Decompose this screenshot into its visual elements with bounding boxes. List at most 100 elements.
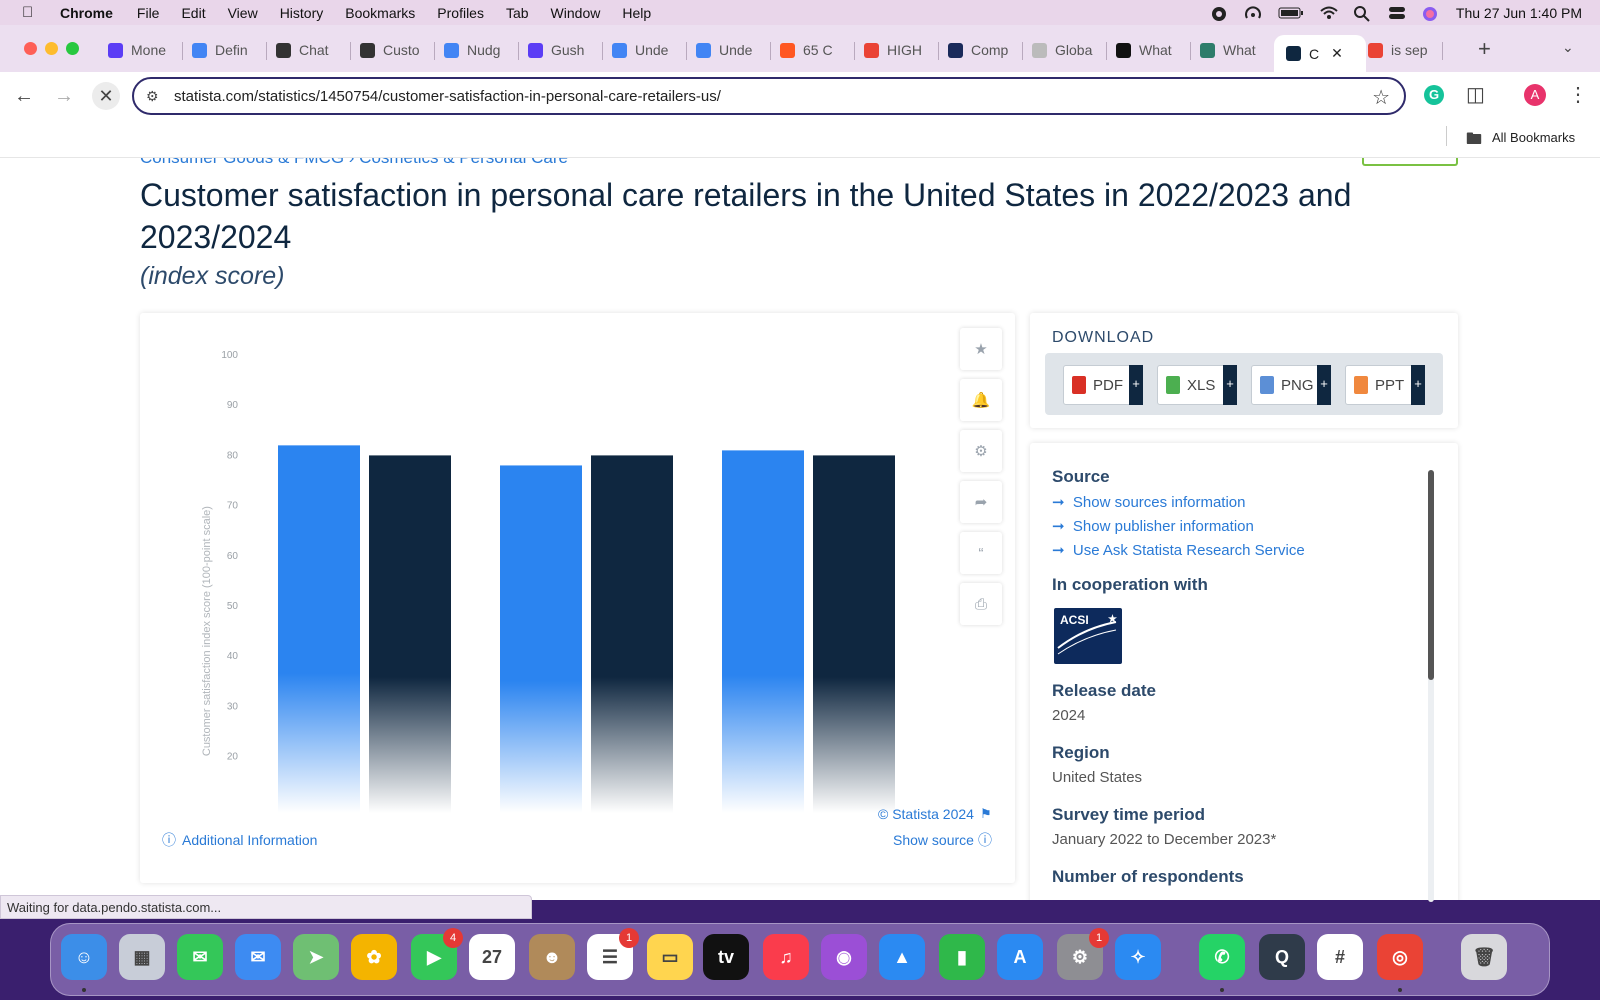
download-pdf-button[interactable]: PDF + (1063, 365, 1143, 405)
show-source-link[interactable]: Show source (893, 832, 974, 848)
dock-mail-icon[interactable]: ✉ (235, 934, 281, 980)
download-png-button[interactable]: PNG + (1251, 365, 1331, 405)
browser-tab[interactable]: Custo (360, 35, 424, 65)
bookmark-star-icon[interactable]: ☆ (1372, 87, 1390, 109)
share-button[interactable]: ➦ (960, 481, 1002, 523)
app-menu[interactable]: Chrome (60, 4, 113, 21)
browser-tab[interactable]: Chat (276, 35, 340, 65)
battery-icon[interactable] (1278, 6, 1304, 20)
menu-help[interactable]: Help (622, 4, 652, 21)
browser-tab[interactable]: Gush (528, 35, 592, 65)
ask-statista-link[interactable]: ➞ Use Ask Statista Research Service (1052, 542, 1305, 559)
minimize-window-button[interactable] (45, 42, 58, 55)
spotlight-search-icon[interactable] (1353, 5, 1372, 22)
browser-tab[interactable]: Nudg (444, 35, 508, 65)
dock-chrome-icon[interactable]: ◎ (1377, 934, 1423, 980)
menu-file[interactable]: File (136, 4, 160, 21)
info-circle-icon[interactable]: ⓘ (978, 832, 992, 848)
browser-tab[interactable]: What (1200, 35, 1264, 65)
forward-button[interactable]: → (54, 85, 74, 107)
maximize-window-button[interactable] (66, 42, 79, 55)
menu-tab[interactable]: Tab (505, 4, 529, 21)
chart-bar-series2-3[interactable] (813, 455, 895, 813)
tab-search-chevron-icon[interactable]: ⌄ (1562, 39, 1574, 55)
show-publisher-link[interactable]: ➞ Show publisher information (1052, 518, 1254, 535)
download-ppt-button[interactable]: PPT + (1345, 365, 1425, 405)
site-settings-icon[interactable]: ⚙ (146, 88, 159, 104)
dock-photos-icon[interactable]: ✿ (351, 934, 397, 980)
menu-history[interactable]: History (279, 4, 324, 21)
chart-bar-series1-1[interactable] (278, 445, 360, 813)
dock-messages-icon[interactable]: ✉ (177, 934, 223, 980)
stop-loading-button[interactable]: ✕ (92, 82, 120, 110)
dock-finder-icon[interactable]: ☺ (61, 934, 107, 980)
plus-icon[interactable]: + (1129, 365, 1143, 405)
dock-quicktime-icon[interactable]: Q (1259, 934, 1305, 980)
dock-numbers-icon[interactable]: ▮ (939, 934, 985, 980)
chart-bar-series1-3[interactable] (722, 450, 804, 813)
dock-notes-icon[interactable]: ▭ (647, 934, 693, 980)
close-window-button[interactable] (24, 42, 37, 55)
close-tab-icon[interactable]: ✕ (1331, 45, 1343, 61)
plus-icon[interactable]: + (1223, 365, 1237, 405)
dock-safari-icon[interactable]: ✧ (1115, 934, 1161, 980)
new-tab-button[interactable]: + (1478, 36, 1491, 61)
dock-contacts-icon[interactable]: ☻ (529, 934, 575, 980)
dock-maps-icon[interactable]: ➤ (293, 934, 339, 980)
breadcrumb[interactable]: Consumer Goods & FMCG › Cosmetics & Pers… (140, 158, 568, 168)
favorite-star-button[interactable]: ★ (960, 328, 1002, 370)
browser-tab[interactable]: is sep (1368, 35, 1432, 65)
copyright-link[interactable]: © Statista 2024 (878, 806, 974, 822)
chart-bar-series2-1[interactable] (369, 455, 451, 813)
dock-reminders-icon[interactable]: ☰ 1 (587, 928, 639, 980)
dock-launchpad-icon[interactable]: ▦ (119, 934, 165, 980)
dock-app-store-icon[interactable]: A (997, 934, 1043, 980)
menubar-clock[interactable]: Thu 27 Jun 1:40 PM (1455, 4, 1582, 21)
menu-view[interactable]: View (227, 4, 258, 21)
browser-tab[interactable]: Comp (948, 35, 1012, 65)
dock-system-settings-icon[interactable]: ⚙ 1 (1057, 928, 1109, 980)
dock-apple-tv-icon[interactable]: tv (703, 934, 749, 980)
browser-tab[interactable]: Defin (192, 35, 256, 65)
airdrop-icon[interactable] (1244, 5, 1262, 20)
dock-whatsapp-icon[interactable]: ✆ (1199, 934, 1245, 980)
grammarly-extension-icon[interactable]: G (1424, 85, 1444, 105)
acsi-logo[interactable]: ACSI ★ (1054, 608, 1122, 664)
download-xls-button[interactable]: XLS + (1157, 365, 1237, 405)
control-center-icon[interactable] (1388, 6, 1406, 20)
browser-tab[interactable]: Globa (1032, 35, 1096, 65)
browser-tab[interactable]: Mone (108, 35, 172, 65)
info-scrollbar-track[interactable] (1428, 470, 1434, 902)
profile-avatar[interactable]: A (1524, 84, 1546, 106)
browser-tab[interactable]: Unde (612, 35, 676, 65)
flag-icon[interactable]: ⚑ (980, 806, 992, 821)
browser-tab[interactable]: HIGH (864, 35, 928, 65)
browser-tab[interactable]: 65 C (780, 35, 844, 65)
menu-edit[interactable]: Edit (181, 4, 206, 21)
all-bookmarks-button[interactable]: All Bookmarks (1492, 130, 1576, 145)
browser-tab[interactable]: Unde (696, 35, 760, 65)
wifi-icon[interactable] (1320, 6, 1338, 20)
plus-icon[interactable]: + (1411, 365, 1425, 405)
dock-slack-icon[interactable]: # (1317, 934, 1363, 980)
dock-facetime-icon[interactable]: ▶ 4 (411, 928, 463, 980)
address-bar[interactable]: ⚙ statista.com/statistics/1450754/custom… (132, 77, 1406, 115)
menu-profiles[interactable]: Profiles (437, 4, 484, 21)
show-sources-link[interactable]: ➞ Show sources information (1052, 494, 1246, 511)
settings-button[interactable]: ⚙ (960, 430, 1002, 472)
back-button[interactable]: ← (14, 85, 34, 107)
status-circle-icon[interactable] (1210, 6, 1228, 21)
menu-bookmarks[interactable]: Bookmarks (345, 4, 416, 21)
header-button-fragment[interactable] (1362, 158, 1458, 166)
plus-icon[interactable]: + (1317, 365, 1331, 405)
notification-button[interactable]: 🔔 (960, 379, 1002, 421)
extensions-puzzle-icon[interactable]: ◫ (1466, 84, 1485, 106)
info-scrollbar-thumb[interactable] (1428, 470, 1434, 680)
browser-tab[interactable]: What (1116, 35, 1180, 65)
dock-trash-icon[interactable]: 🗑 (1461, 934, 1507, 980)
dock-calendar-icon[interactable]: 27 (469, 934, 515, 980)
additional-information-link[interactable]: Additional Information (182, 832, 318, 848)
dock-music-icon[interactable]: ♫ (763, 934, 809, 980)
url-text[interactable]: statista.com/statistics/1450754/customer… (174, 87, 721, 105)
chrome-menu-icon[interactable]: ⋮ (1568, 84, 1588, 106)
